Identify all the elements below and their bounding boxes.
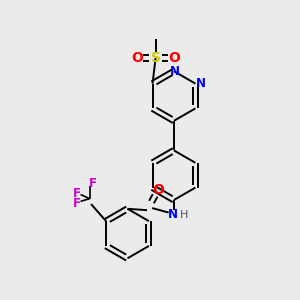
Text: O: O — [168, 51, 180, 65]
Text: N: N — [196, 77, 206, 90]
Text: N: N — [169, 65, 180, 78]
Text: S: S — [151, 51, 160, 65]
Text: N: N — [167, 208, 178, 221]
Text: H: H — [180, 210, 189, 220]
Text: F: F — [73, 197, 81, 210]
Text: F: F — [73, 187, 81, 200]
Text: O: O — [152, 183, 164, 197]
Text: O: O — [131, 51, 143, 65]
Text: F: F — [88, 177, 97, 190]
